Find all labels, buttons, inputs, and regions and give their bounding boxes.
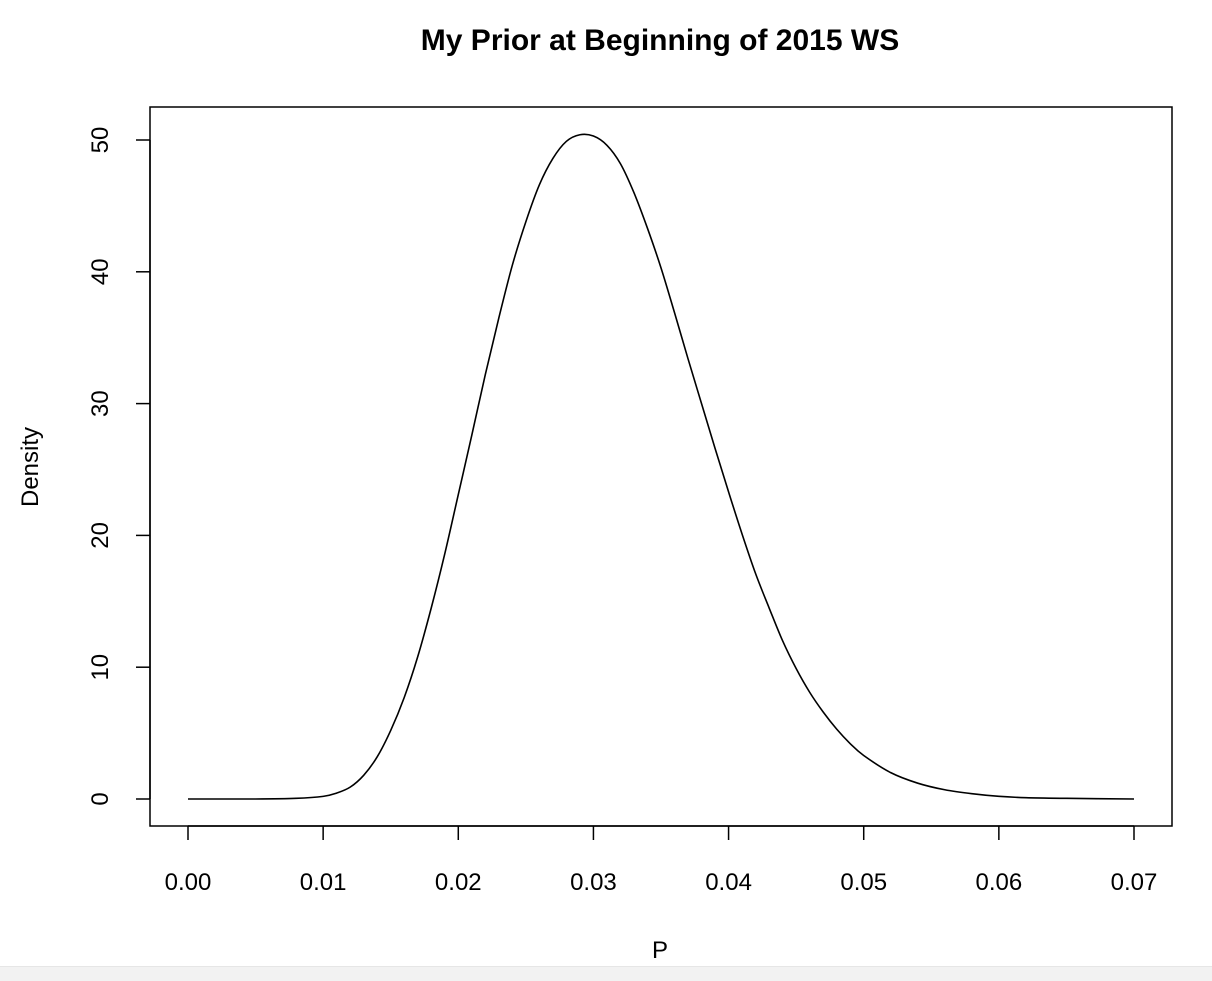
- y-tick-label: 50: [87, 127, 114, 154]
- x-axis-label: P: [652, 937, 668, 964]
- x-tick-label: 0.06: [975, 869, 1022, 896]
- plot-frame: [149, 106, 1173, 827]
- x-tick-label: 0.00: [165, 869, 212, 896]
- y-tick-label: 0: [87, 792, 114, 805]
- y-tick-label: 40: [87, 258, 114, 285]
- x-tick-label: 0.01: [300, 869, 347, 896]
- y-axis: 0 10 20 30 40 50: [87, 127, 151, 806]
- y-tick-label: 20: [87, 522, 114, 549]
- x-tick-label: 0.05: [840, 869, 887, 896]
- x-tick-label: 0.04: [705, 869, 752, 896]
- x-axis: 0.00 0.01 0.02 0.03 0.04 0.05 0.06 0.07: [165, 825, 1158, 896]
- y-tick-label: 30: [87, 390, 114, 417]
- x-tick-label: 0.02: [435, 869, 482, 896]
- x-tick-label: 0.07: [1111, 869, 1158, 896]
- y-axis-label: Density: [17, 427, 44, 507]
- window-bottom-strip: [0, 966, 1212, 981]
- y-tick-label: 10: [87, 654, 114, 681]
- x-tick-label: 0.03: [570, 869, 617, 896]
- density-curve: [187, 133, 1135, 800]
- chart-title: My Prior at Beginning of 2015 WS: [421, 24, 899, 57]
